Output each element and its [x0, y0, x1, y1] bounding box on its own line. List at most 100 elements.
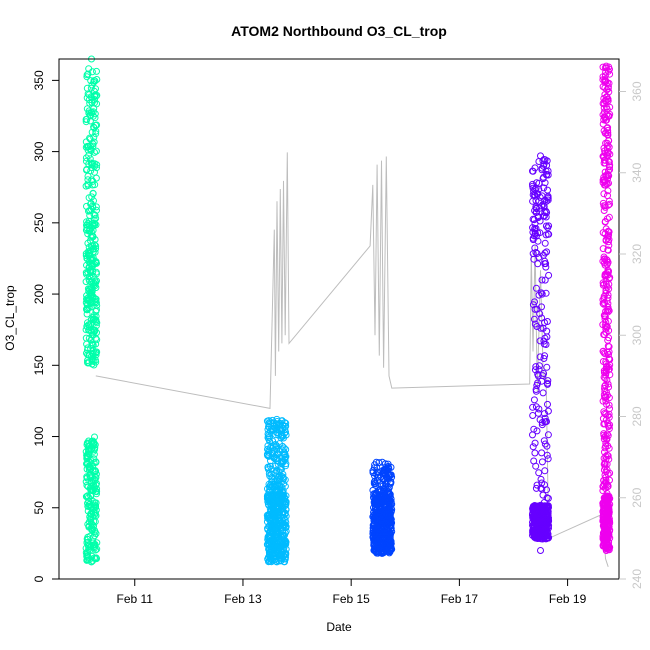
- data-point: [91, 468, 99, 476]
- y-tick-label: 350: [32, 70, 46, 90]
- data-point: [601, 178, 609, 186]
- data-point: [380, 476, 388, 484]
- data-point: [602, 397, 610, 405]
- data-point: [603, 93, 611, 101]
- data-point: [606, 517, 614, 525]
- data-point: [530, 255, 538, 263]
- data-point: [266, 437, 274, 445]
- data-point: [268, 475, 276, 483]
- data-point: [90, 522, 98, 530]
- data-point: [90, 281, 98, 289]
- data-point: [83, 481, 91, 489]
- data-point: [278, 427, 286, 435]
- data-point: [605, 231, 613, 239]
- data-point: [282, 538, 290, 546]
- data-point: [84, 359, 91, 367]
- data-point: [604, 303, 612, 311]
- data-point: [82, 116, 90, 123]
- data-point: [85, 109, 93, 117]
- data-point: [606, 421, 614, 429]
- data-point: [93, 302, 101, 309]
- plot-area: [82, 55, 614, 567]
- series-5: [599, 62, 614, 554]
- data-point: [90, 222, 98, 230]
- data-point: [537, 289, 545, 297]
- data-point: [278, 465, 285, 473]
- data-point: [543, 451, 551, 459]
- data-point: [542, 260, 550, 268]
- data-point: [535, 362, 543, 370]
- data-point: [603, 124, 611, 132]
- data-point: [540, 518, 548, 526]
- axes: 0 50 100 150 200 250 300 350 240 260 280 300 320 340 3…: [32, 58, 644, 606]
- data-point: [540, 184, 548, 192]
- data-point: [599, 245, 607, 253]
- data-point: [275, 431, 283, 439]
- data-point: [538, 290, 546, 298]
- data-point: [603, 527, 611, 535]
- data-point: [83, 310, 91, 318]
- data-point: [282, 460, 290, 468]
- data-point: [544, 380, 551, 388]
- data-point: [602, 225, 610, 233]
- data-point: [280, 547, 288, 554]
- data-point: [530, 457, 538, 465]
- data-point: [371, 515, 379, 523]
- data-point: [86, 207, 94, 215]
- data-point: [370, 480, 378, 487]
- data-point: [535, 405, 543, 413]
- data-point: [271, 469, 279, 477]
- data-point: [534, 409, 542, 417]
- data-point: [602, 77, 610, 85]
- data-point: [537, 547, 544, 554]
- data-point: [273, 451, 281, 459]
- data-point: [91, 477, 99, 485]
- data-point: [605, 508, 613, 516]
- data-point: [85, 334, 93, 342]
- data-point: [535, 197, 543, 205]
- data-point: [85, 287, 93, 295]
- x-tick-label: Feb 17: [441, 592, 479, 606]
- data-point: [385, 509, 393, 517]
- data-point: [544, 224, 552, 232]
- data-point: [92, 242, 100, 250]
- x-tick-label: Feb 13: [224, 592, 262, 606]
- data-point: [602, 325, 610, 333]
- data-point: [373, 464, 381, 472]
- data-point: [529, 191, 537, 199]
- data-point: [541, 156, 549, 164]
- data-point: [603, 348, 611, 356]
- data-point: [601, 460, 609, 468]
- data-point: [545, 271, 553, 279]
- data-point: [274, 460, 282, 468]
- data-point: [537, 152, 544, 160]
- data-point: [87, 242, 95, 250]
- data-point: [82, 154, 90, 162]
- y2-tick-label: 280: [630, 406, 644, 426]
- data-point: [385, 545, 393, 553]
- plot-frame: [58, 58, 620, 580]
- data-point: [374, 537, 382, 545]
- data-point: [600, 108, 608, 116]
- data-point: [604, 83, 612, 91]
- data-point: [86, 277, 94, 285]
- data-point: [87, 510, 95, 518]
- series-4: [529, 152, 553, 554]
- data-point: [90, 211, 98, 218]
- data-point: [541, 352, 549, 360]
- data-point: [92, 506, 100, 514]
- data-point: [86, 296, 94, 303]
- data-point: [544, 455, 552, 463]
- data-point: [85, 263, 93, 271]
- data-point: [88, 98, 96, 106]
- x-tick-label: Feb 19: [549, 592, 587, 606]
- data-point: [83, 323, 91, 330]
- data-point: [377, 530, 384, 538]
- data-point: [602, 515, 609, 523]
- data-point: [87, 200, 95, 207]
- data-point: [87, 466, 95, 473]
- data-point: [91, 258, 99, 265]
- data-point: [84, 248, 92, 256]
- x-tick-label: Feb 11: [117, 592, 154, 606]
- data-point: [85, 502, 93, 510]
